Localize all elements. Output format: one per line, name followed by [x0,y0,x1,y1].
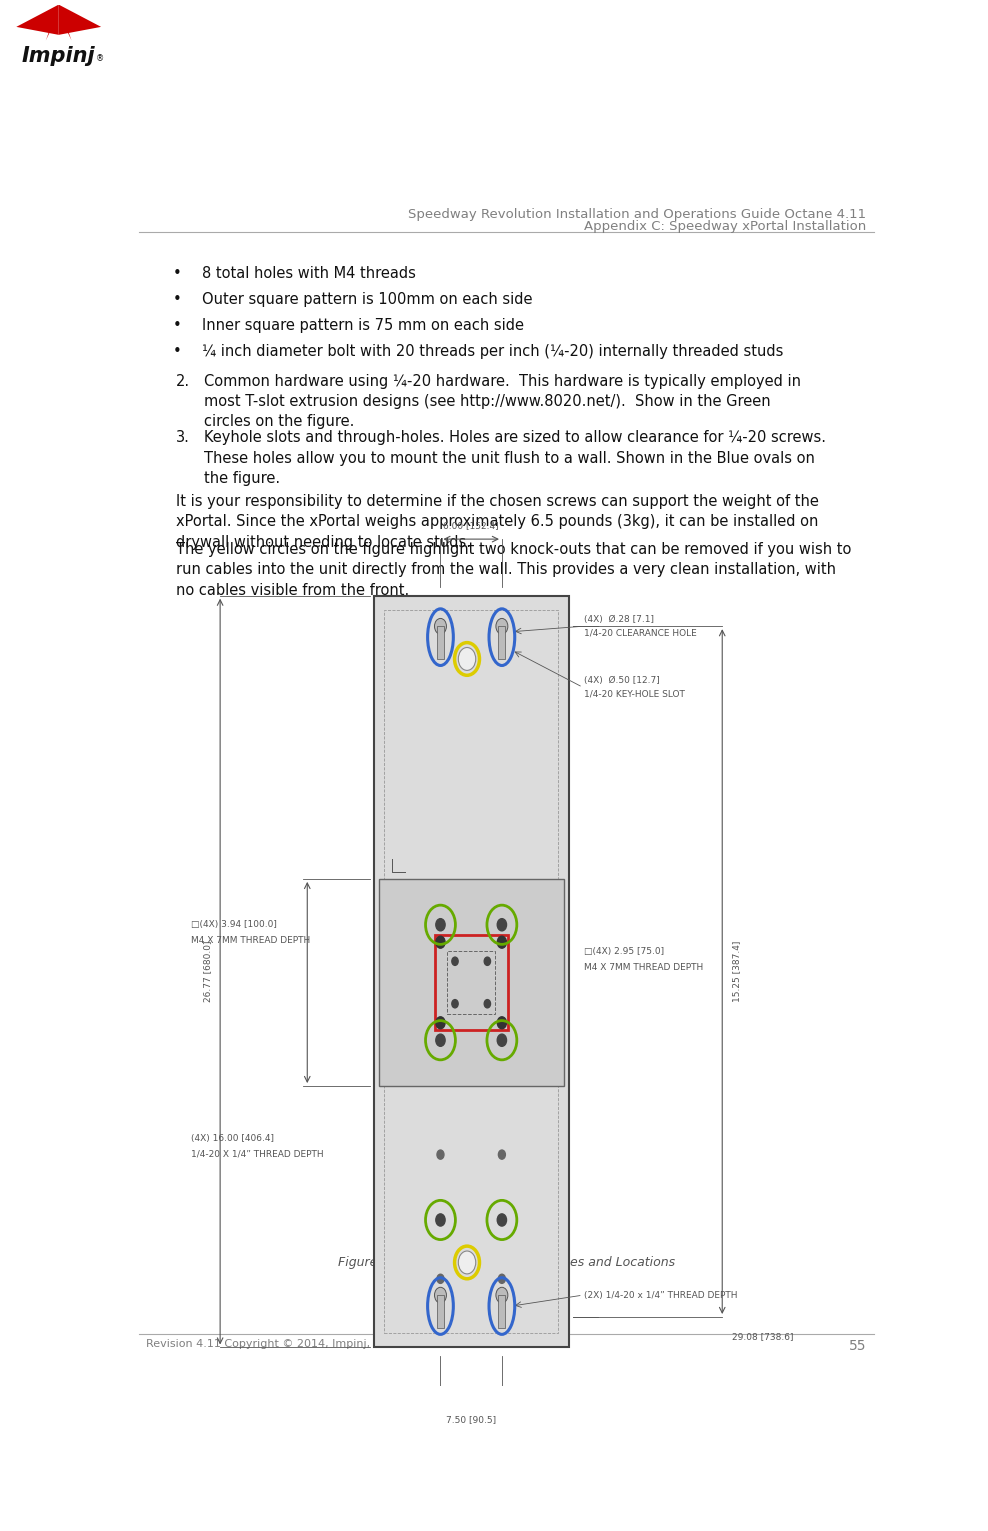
Bar [498,626,506,658]
Text: (4X) 16.00 [406.4]: (4X) 16.00 [406.4] [191,1134,274,1142]
Circle shape [436,919,446,931]
Bar [437,1295,444,1327]
Text: M4 X 7MM THREAD DEPTH: M4 X 7MM THREAD DEPTH [191,935,310,945]
Text: Figure C.2 xPortal Mounting Hole Types and Locations: Figure C.2 xPortal Mounting Hole Types a… [338,1257,675,1269]
Text: The yellow circles on the figure highlight two knock-outs that can be removed if: The yellow circles on the figure highlig… [176,542,851,599]
Circle shape [436,1017,445,1029]
Circle shape [458,648,476,671]
Polygon shape [58,5,101,35]
Text: •: • [173,344,182,360]
Text: Speedway Revolution Installation and Operations Guide Octane 4.11: Speedway Revolution Installation and Ope… [408,208,866,222]
Text: 26.77 [680.0]: 26.77 [680.0] [203,942,211,1003]
Circle shape [436,1033,446,1046]
Circle shape [497,1214,507,1226]
Text: (2X) 1/4-20 x 1/4” THREAD DEPTH: (2X) 1/4-20 x 1/4” THREAD DEPTH [584,1291,737,1300]
Text: 6.00 [152.4]: 6.00 [152.4] [444,522,499,530]
Text: Revision 4.11 Copyright © 2014, Impinj, Inc.: Revision 4.11 Copyright © 2014, Impinj, … [146,1340,394,1349]
Text: M4 X 7MM THREAD DEPTH: M4 X 7MM THREAD DEPTH [584,963,702,972]
Circle shape [436,935,445,948]
Text: Inner square pattern is 75 mm on each side: Inner square pattern is 75 mm on each si… [203,318,525,334]
Circle shape [436,1214,446,1226]
Circle shape [484,1000,490,1007]
Text: 55: 55 [849,1340,866,1353]
Text: Outer square pattern is 100mm on each side: Outer square pattern is 100mm on each si… [203,292,533,308]
Bar [435,934,508,1030]
Circle shape [435,1288,447,1303]
Circle shape [496,619,508,634]
Text: 1/4-20 X 1/4” THREAD DEPTH: 1/4-20 X 1/4” THREAD DEPTH [191,1150,324,1157]
Circle shape [452,1000,458,1007]
Text: Impinj: Impinj [22,46,96,66]
Circle shape [496,1288,508,1303]
Text: •: • [173,318,182,334]
Bar [448,951,495,1014]
Text: 1/4-20 KEY-HOLE SLOT: 1/4-20 KEY-HOLE SLOT [584,689,685,698]
Text: (4X)  Ø.28 [7.1]: (4X) Ø.28 [7.1] [584,615,654,625]
Bar [498,1295,506,1327]
Polygon shape [45,5,71,40]
Text: Keyhole slots and through-holes. Holes are sized to allow clearance for ¼-20 scr: Keyhole slots and through-holes. Holes a… [204,430,826,485]
Circle shape [497,1017,507,1029]
Bar [437,626,444,658]
Text: •: • [173,292,182,308]
Text: 7.50 [90.5]: 7.50 [90.5] [447,1415,496,1424]
Text: 29.08 [738.6]: 29.08 [738.6] [732,1332,793,1341]
Bar [384,609,558,1334]
Circle shape [498,1150,506,1159]
Circle shape [497,1033,507,1046]
Text: ¼ inch diameter bolt with 20 threads per inch (¼-20) internally threaded studs: ¼ inch diameter bolt with 20 threads per… [203,344,783,360]
Circle shape [458,1251,476,1274]
Bar [373,596,569,1347]
Circle shape [435,619,447,634]
Text: 8 total holes with M4 threads: 8 total holes with M4 threads [203,266,416,282]
Text: 3.: 3. [176,430,190,446]
Bar [378,879,564,1085]
Text: Appendix C: Speedway xPortal Installation: Appendix C: Speedway xPortal Installatio… [584,220,866,233]
Circle shape [452,957,458,966]
Text: □(4X) 3.94 [100.0]: □(4X) 3.94 [100.0] [191,920,277,929]
Circle shape [437,1150,444,1159]
Text: (4X)  Ø.50 [12.7]: (4X) Ø.50 [12.7] [584,677,659,686]
Text: 1/4-20 CLEARANCE HOLE: 1/4-20 CLEARANCE HOLE [584,628,697,637]
Circle shape [497,919,507,931]
Text: ®: ® [96,54,104,63]
Circle shape [437,1274,444,1283]
Text: □(4X) 2.95 [75.0]: □(4X) 2.95 [75.0] [584,948,664,957]
Text: 15.25 [387.4]: 15.25 [387.4] [732,942,741,1003]
Circle shape [498,1274,506,1283]
Text: 2.: 2. [176,374,190,389]
Polygon shape [16,5,58,35]
Text: It is your responsibility to determine if the chosen screws can support the weig: It is your responsibility to determine i… [176,495,818,550]
Circle shape [484,957,490,966]
Circle shape [497,935,507,948]
Text: Common hardware using ¼-20 hardware.  This hardware is typically employed in
mos: Common hardware using ¼-20 hardware. Thi… [204,374,801,429]
Text: •: • [173,266,182,282]
